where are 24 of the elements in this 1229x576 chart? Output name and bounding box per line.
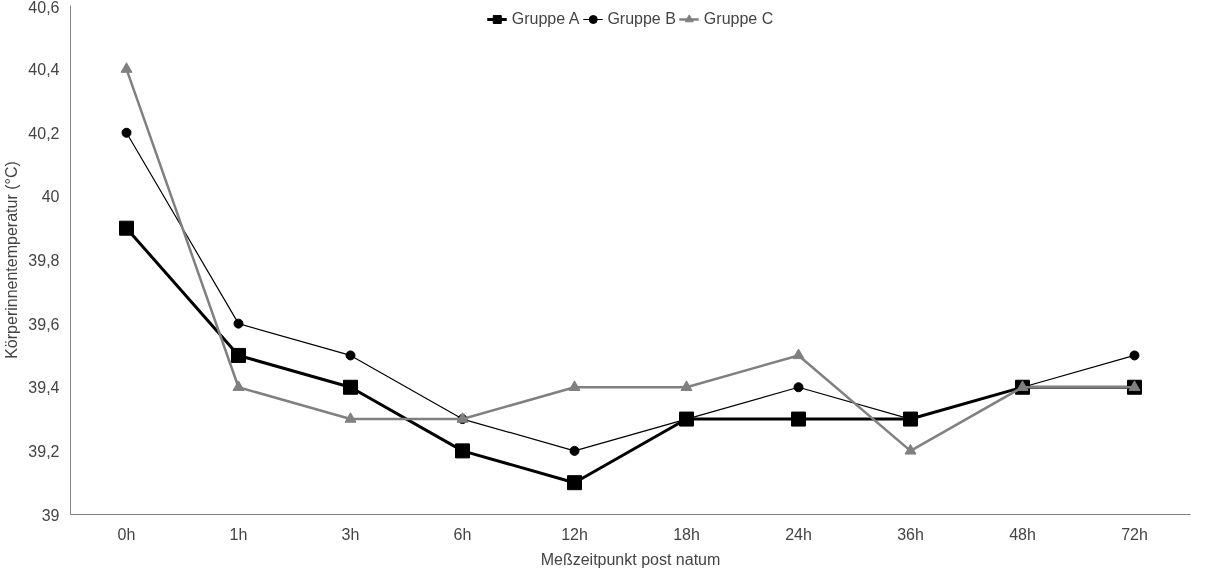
y-tick-label: 40 bbox=[41, 188, 60, 206]
x-tick-label: 12h bbox=[561, 525, 588, 543]
x-tick-label: 48h bbox=[1009, 525, 1036, 543]
y-tick-label: 39,4 bbox=[28, 379, 60, 397]
y-tick-label: 39,2 bbox=[28, 442, 60, 460]
x-tick-label: 3h bbox=[341, 525, 360, 543]
x-tick-label: 0h bbox=[117, 525, 136, 543]
y-tick-label: 40,6 bbox=[28, 0, 60, 16]
y-tick-label: 39 bbox=[41, 506, 60, 524]
x-tick-label: 1h bbox=[229, 525, 248, 543]
x-tick-label: 18h bbox=[673, 525, 700, 543]
y-tick-label: 39,8 bbox=[28, 252, 60, 269]
x-tick-label: 36h bbox=[897, 525, 924, 543]
x-tick-label: 72h bbox=[1121, 525, 1148, 543]
legend-label: Gruppe A bbox=[511, 10, 580, 28]
y-tick-label: 40,4 bbox=[28, 61, 60, 79]
legend-label: Gruppe C bbox=[703, 10, 774, 28]
y-tick-label: 40,2 bbox=[28, 124, 60, 142]
legend-label: Gruppe B bbox=[607, 10, 676, 28]
y-tick-label: 39,6 bbox=[28, 315, 60, 333]
x-axis-title: Meßzeitpunkt post natum bbox=[540, 550, 721, 568]
x-tick-label: 6h bbox=[453, 525, 472, 543]
x-tick-label: 24h bbox=[785, 525, 812, 543]
y-axis-title: Körperinnentemperatur (°C) bbox=[3, 161, 21, 359]
